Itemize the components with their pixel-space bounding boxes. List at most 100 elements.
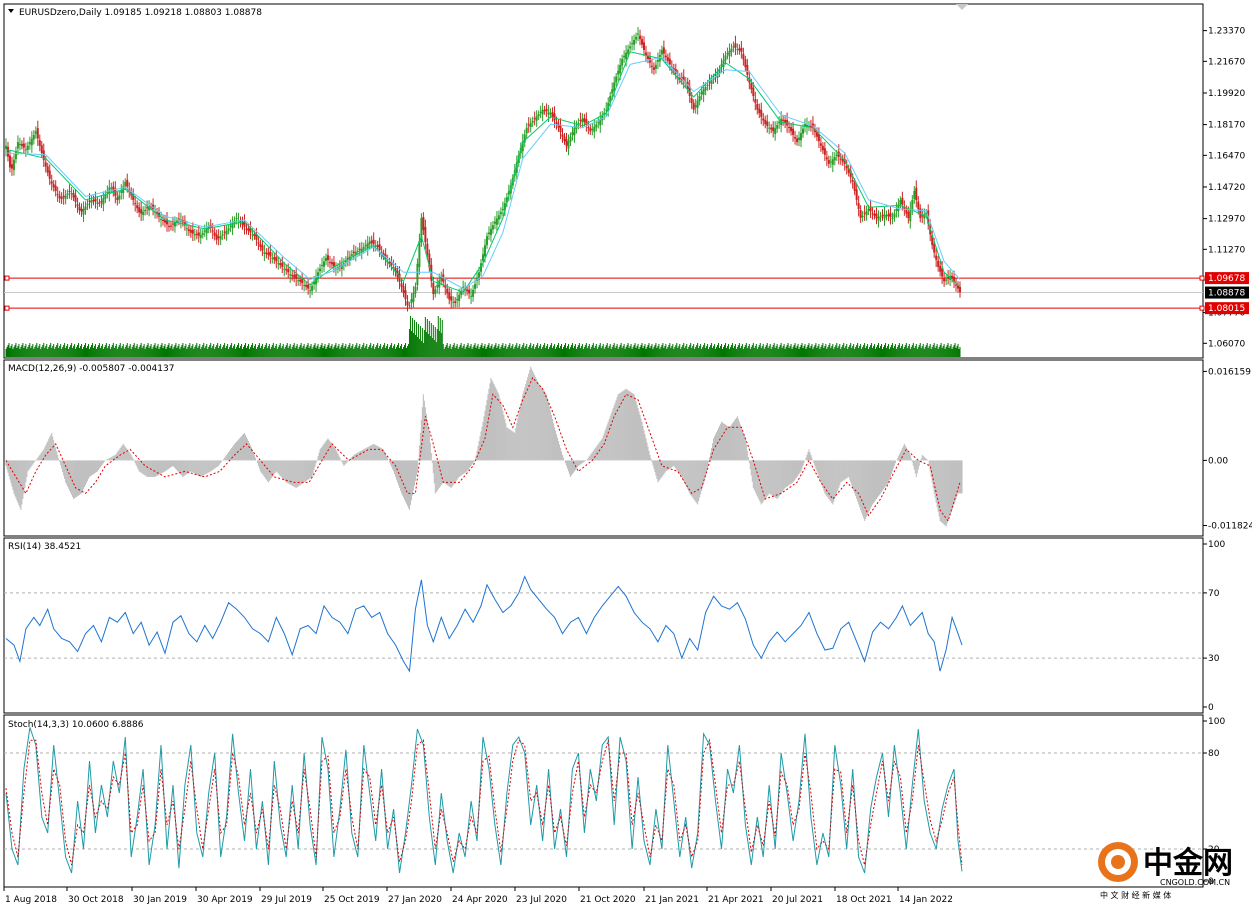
axis-tick-label: 100 (1208, 717, 1225, 727)
time-axis-label: 23 Jul 2020 (516, 895, 567, 905)
candle-body (253, 234, 256, 237)
candle-body (501, 209, 504, 211)
candle-body (295, 274, 298, 279)
candle-body (78, 206, 81, 211)
candle-body (529, 123, 532, 128)
candle-body (187, 229, 190, 232)
candle-body (408, 305, 411, 307)
candle-body (933, 243, 936, 253)
macd-panel[interactable]: MACD(12,26,9) -0.005807 -0.004137 0.0161… (3, 359, 1252, 537)
level-handle[interactable] (4, 275, 10, 281)
candle-body (32, 134, 35, 140)
candle-body (86, 203, 89, 206)
candle-body (215, 234, 218, 240)
candle-body (243, 221, 246, 228)
candle-body (535, 116, 538, 121)
price-panel-title: EURUSDzero,Daily 1.09185 1.09218 1.08803… (19, 8, 262, 18)
candle-body (706, 84, 709, 86)
candle-body (293, 274, 296, 278)
candle-body (621, 58, 624, 66)
candle-body (70, 193, 73, 195)
candle-body (507, 191, 510, 195)
candle-body (319, 268, 322, 272)
candle-body (376, 245, 379, 247)
candle-body (309, 290, 312, 292)
time-axis-label: 29 Jul 2019 (261, 895, 312, 905)
candle-body (350, 254, 353, 256)
price-panel[interactable]: EURUSDzero,Daily 1.09185 1.09218 1.08803… (3, 3, 1249, 359)
candle-body (356, 250, 359, 253)
candle-body (96, 202, 99, 204)
candle-body (525, 127, 528, 134)
candle-body (8, 155, 11, 168)
candle-body (782, 119, 785, 121)
candle-body (819, 143, 822, 146)
level-handle[interactable] (1199, 305, 1205, 311)
candle-body (338, 265, 341, 267)
candle-body (146, 207, 149, 209)
candle-body (468, 289, 471, 294)
candle-body (326, 255, 329, 260)
candle-body (164, 219, 167, 223)
candle-body (895, 209, 898, 211)
candle-body (637, 33, 640, 35)
candle-body (704, 87, 707, 91)
collapse-triangle-icon[interactable] (8, 9, 14, 13)
candle-body (380, 252, 383, 254)
candle-body (839, 158, 842, 160)
candle-body (599, 119, 602, 126)
level-handle[interactable] (4, 305, 10, 311)
candle-body (859, 210, 862, 219)
macd-panel-title: MACD(12,26,9) -0.005807 -0.004137 (8, 364, 174, 374)
price-levels[interactable] (4, 275, 1205, 311)
candle-body (553, 113, 556, 121)
candle-body (251, 234, 254, 236)
level-price-label: 1.08878 (1208, 289, 1245, 299)
candle-body (790, 127, 793, 132)
level-handle[interactable] (1199, 275, 1205, 281)
candle-body (597, 122, 600, 124)
candle-body (84, 206, 87, 210)
candle-body (644, 52, 647, 56)
candle-body (641, 39, 644, 45)
candle-body (273, 257, 276, 260)
candle-body (764, 119, 767, 125)
candle-body (66, 193, 69, 195)
candle-body (324, 257, 327, 261)
rsi-panel[interactable]: RSI(14) 38.4521 100 70 30 0 (3, 537, 1225, 714)
candle-body (935, 255, 938, 260)
candle-body (378, 244, 381, 251)
axis-tick-label: 0.00 (1208, 456, 1228, 466)
candle-body (833, 157, 836, 161)
candle-body (845, 165, 848, 169)
axis-tick-label: 1.19920 (1208, 89, 1245, 99)
candle-body (788, 127, 791, 129)
candle-body (688, 86, 691, 97)
candle-body (654, 64, 657, 69)
time-axis-label: 21 Jan 2021 (645, 895, 699, 905)
candle-body (682, 76, 685, 82)
candle-body (372, 239, 375, 245)
candle-body (851, 180, 854, 182)
candle-body (619, 64, 622, 74)
candle-body (760, 110, 763, 117)
candle-body (955, 284, 958, 286)
candle-body (792, 128, 795, 135)
time-axis-label: 30 Oct 2018 (68, 895, 124, 905)
candle-body (392, 266, 395, 269)
candle-body (346, 257, 349, 259)
candle-body (543, 110, 546, 112)
candle-body (825, 157, 828, 160)
axis-tick-label: 20 (1208, 845, 1220, 855)
candle-body (462, 286, 465, 289)
candle-body (104, 194, 107, 199)
candle-body (959, 286, 962, 293)
stoch-panel[interactable]: Stoch(14,3,3) 10.0600 6.8886 100 80 20 0 (3, 714, 1225, 888)
candle-body (487, 232, 490, 235)
candle-body (843, 158, 846, 164)
candle-body (861, 215, 864, 217)
time-axis-label: 21 Oct 2020 (580, 895, 636, 905)
candle-body (531, 120, 534, 123)
